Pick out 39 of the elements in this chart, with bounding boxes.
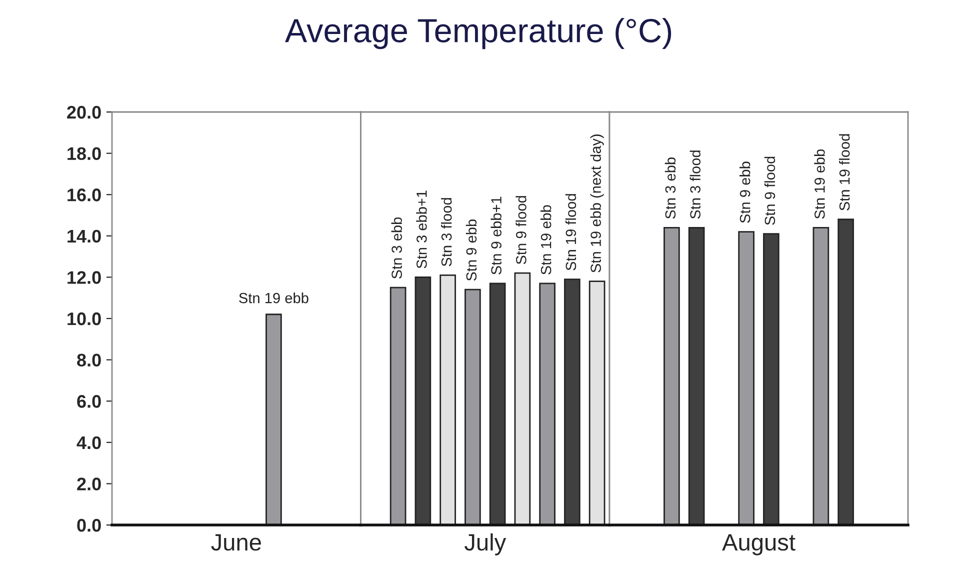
y-tick-label: 2.0 <box>77 478 101 490</box>
bar <box>539 282 556 525</box>
category-label: Stn 19 ebb <box>540 205 552 274</box>
x-axis-title: August <box>722 534 796 556</box>
category-label: Stn 3 ebb <box>391 217 402 279</box>
bar <box>489 282 506 525</box>
y-tick-label: 6.0 <box>77 395 101 408</box>
y-tick-label: 0.0 <box>77 518 101 532</box>
category-label: Stn 3 flood <box>441 198 452 266</box>
category-label: Stn 9 ebb+1 <box>490 196 502 274</box>
y-tick-label: 14.0 <box>68 230 101 243</box>
category-label: Stn 3 flood <box>690 150 700 219</box>
y-tick-label: 8.0 <box>77 354 101 367</box>
x-axis-title: July <box>464 533 506 556</box>
bar <box>464 288 481 525</box>
y-tick-label: 10.0 <box>68 312 101 326</box>
bar <box>414 276 432 525</box>
category-label: Stn 9 ebb <box>740 162 750 223</box>
category-label: Stn 19 ebb <box>814 149 825 219</box>
y-tick-label: 16.0 <box>68 188 101 202</box>
category-label: Stn 3 ebb+1 <box>416 190 427 268</box>
y-tick-label: 12.0 <box>68 271 101 284</box>
category-label: Stn 9 flood <box>516 196 526 264</box>
bar <box>588 280 606 525</box>
y-tick-label: 4.0 <box>76 436 101 450</box>
bar <box>390 286 406 525</box>
bar <box>514 272 531 525</box>
text: Average Temperature (°C) <box>284 18 672 50</box>
category-label: Stn 3 ebb <box>664 158 676 219</box>
bar <box>440 274 456 525</box>
y-tick-label: 20.0 <box>67 106 101 119</box>
category-label: Stn 9 ebb <box>466 220 477 281</box>
category-label: Stn 19 ebb (next day) <box>590 134 604 272</box>
category-label: Stn 9 flood <box>764 156 776 225</box>
bar <box>564 278 580 525</box>
category-label: Stn 19 flood <box>839 134 850 210</box>
x-axis-title: June <box>211 534 261 551</box>
category-label: Stn 19 flood <box>565 194 576 270</box>
y-tick-label: 18.0 <box>68 147 101 160</box>
